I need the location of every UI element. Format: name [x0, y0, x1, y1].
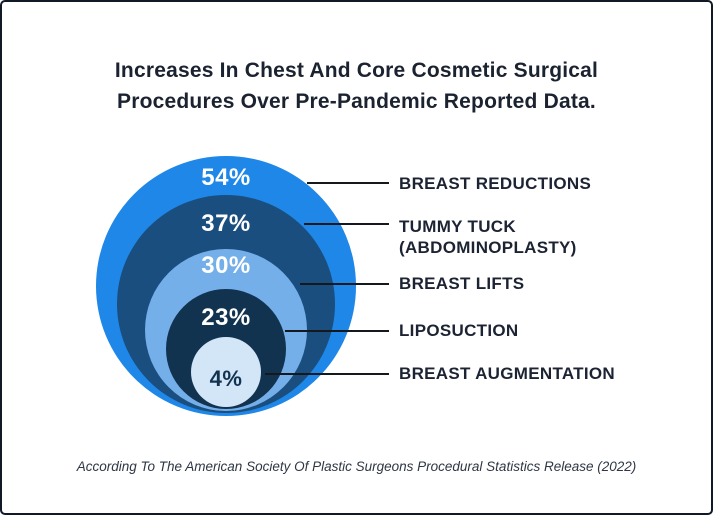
value-label-breast-reductions: 54% — [201, 164, 251, 191]
category-label-liposuction: LIPOSUCTION — [399, 321, 519, 340]
leader-line-breast-lifts — [300, 283, 389, 285]
source-attribution: According To The American Society Of Pla… — [76, 459, 637, 474]
circle-breast-augmentation — [191, 337, 261, 407]
leader-line-tummy-tuck — [304, 223, 389, 225]
value-label-tummy-tuck: 37% — [201, 210, 251, 237]
value-label-liposuction: 23% — [201, 304, 251, 331]
leader-line-breast-reductions — [307, 182, 389, 184]
category-label-breast-lifts: BREAST LIFTS — [399, 274, 525, 293]
category-label-breast-augmentation: BREAST AUGMENTATION — [399, 364, 615, 383]
category-label-tummy-tuck: TUMMY TUCK (ABDOMINOPLASTY) — [399, 217, 577, 257]
value-label-breast-augmentation: 4% — [209, 366, 243, 391]
value-label-breast-lifts: 30% — [201, 252, 251, 279]
leader-line-liposuction — [285, 330, 389, 332]
category-label-breast-reductions: BREAST REDUCTIONS — [399, 174, 592, 193]
leader-line-breast-augmentation — [265, 373, 389, 375]
chart-title: Increases In Chest And Core Cosmetic Sur… — [114, 59, 599, 113]
